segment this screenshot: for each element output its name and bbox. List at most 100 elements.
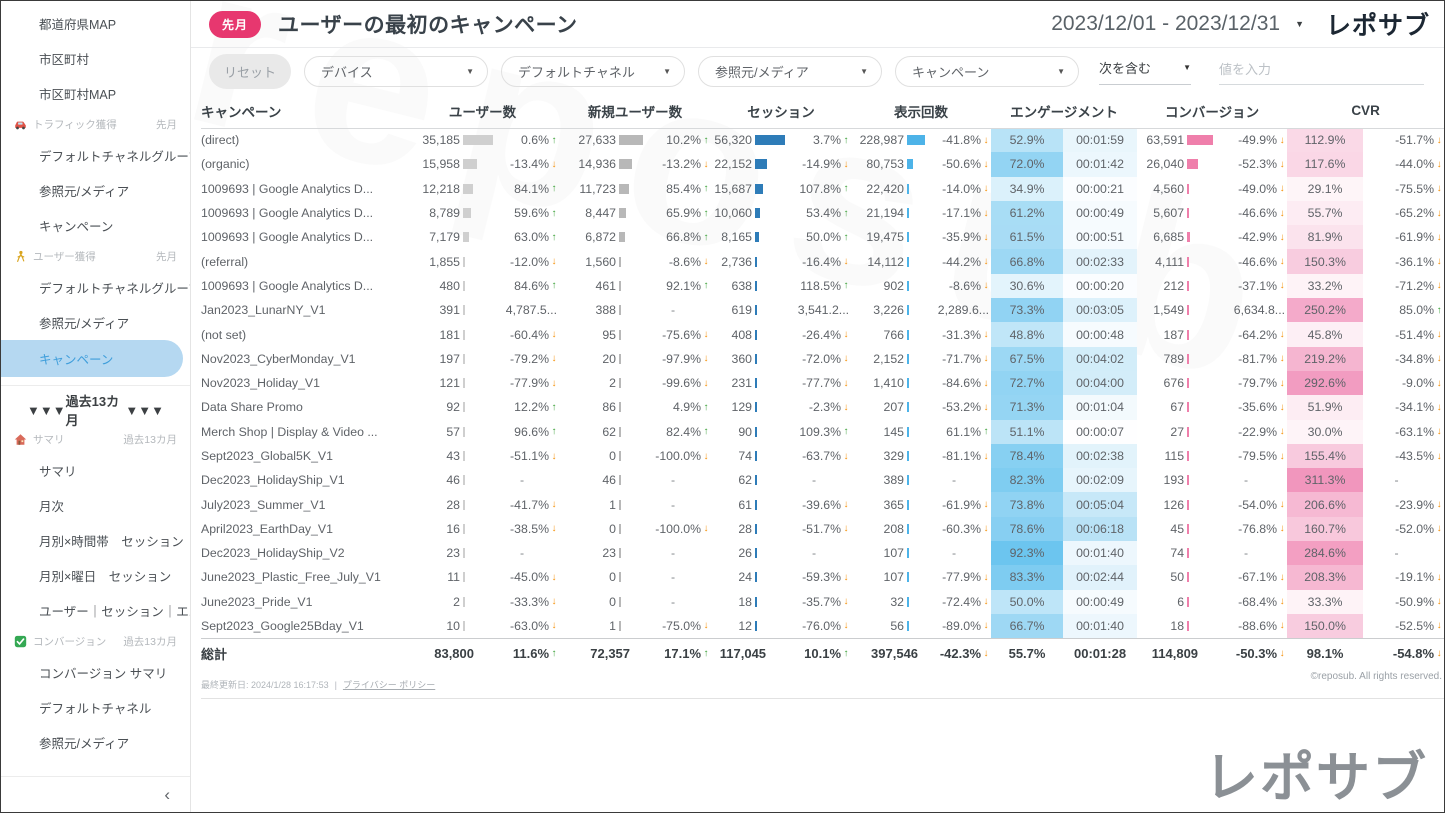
value-cell-views: 389	[851, 468, 931, 492]
col-header-5[interactable]: 表示回数	[851, 94, 992, 129]
filter-dropdown-3[interactable]: 参照元/メディア ▼	[698, 55, 883, 87]
sidebar-item[interactable]: コンバージョン サマリ	[1, 655, 190, 690]
sidebar-item[interactable]: サマリ	[1, 453, 190, 488]
filter-dropdown-1[interactable]: デバイス ▼	[304, 55, 489, 87]
privacy-policy-link[interactable]: プライバシー ポリシー	[342, 680, 436, 691]
filter-value-input[interactable]	[1219, 61, 1424, 85]
metric-value: 63,591	[1146, 133, 1185, 148]
campaign-name: Merch Shop | Display & Video ...	[201, 424, 378, 439]
users-bar	[463, 208, 471, 219]
table-row[interactable]: Data Share Promo 92 12.2% ↑ 86 4.9% ↑ 129 -2.3% ↓…	[201, 395, 1444, 420]
sidebar-item[interactable]: キャンペーン	[1, 208, 190, 243]
change-value: 2,289.6...	[937, 303, 990, 318]
sidebar-item[interactable]: 月別×曜日 セッション	[1, 558, 190, 593]
change-value: -63.7%	[802, 449, 842, 463]
table-row[interactable]: June2023_Pride_V1 2 -33.3% ↓ 0-18 -35.7% ↓ 32 -7…	[201, 589, 1444, 614]
table-row[interactable]: (direct) 35,185 0.6% ↑ 27,633 10.2% ↑ 56,320 3.7…	[201, 128, 1444, 153]
change-value: -51.4%	[1395, 327, 1435, 342]
heat-cell-cvr: 311.3%	[1287, 468, 1364, 493]
metric-value: 1	[609, 497, 617, 512]
metric-value: 74	[738, 449, 753, 463]
arrow-down-icon: ↓	[1436, 134, 1442, 146]
sidebar-item-label: 参照元/メディア	[39, 317, 130, 331]
heat-cell-eng_rate: 72.7%	[991, 370, 1064, 396]
heat-cell-eng_time: 00:06:18	[1063, 516, 1138, 542]
table-row[interactable]: July2023_Summer_V1 28 -41.7% ↓ 1-61 -39.6% ↓ 36…	[201, 492, 1444, 517]
table-row[interactable]: 1009693 | Google Analytics D... 480 84.6% ↑…	[201, 273, 1444, 299]
table-row[interactable]: June2023_Plastic_Free_July_V1 11 -45.0% ↓ 0-…	[201, 565, 1444, 590]
table-row[interactable]: Nov2023_Holiday_V1 121 -77.9% ↓ 2 -99.6% ↓ 231-…	[201, 370, 1444, 396]
sidebar-item[interactable]: 月次	[1, 488, 190, 523]
sidebar-section-car: トラフィック獲得 先月	[1, 111, 190, 138]
conversions-bar	[1187, 159, 1198, 170]
change-value: -46.6%	[1238, 254, 1278, 269]
table-row[interactable]: (not set) 181 -60.4% ↓ 95 -75.6% ↓ 408 -26.4% ↓ 76…	[201, 322, 1444, 347]
table-row[interactable]: Sept2023_Google25Bday_V1 10 -63.0% ↓ 1 -75.0%…	[201, 613, 1444, 639]
change-value: 59.6%	[514, 206, 550, 221]
change-value: -59.3%	[802, 570, 842, 585]
table-row[interactable]: 1009693 | Google Analytics D... 8,789 59.6…	[201, 200, 1444, 226]
value-cell-conversions: 789	[1137, 347, 1219, 371]
sidebar-item[interactable]: デフォルトチャネルグループ	[1, 138, 190, 173]
new_users-bar	[619, 159, 633, 170]
new_users-bar	[619, 548, 621, 559]
col-header-7[interactable]: コンバージョン	[1137, 94, 1288, 129]
col-header-6[interactable]: エンゲージメント	[991, 94, 1138, 129]
table-row[interactable]: Dec2023_HolidayShip_V1 46 - 46 - 62 - 389 - 82.3%…	[201, 468, 1444, 493]
table-row[interactable]: 1009693 | Google Analytics D... 12,218 84.…	[201, 176, 1444, 201]
change-value: 50.0%	[806, 230, 842, 245]
sidebar-item[interactable]: 月別×時間帯 セッション	[1, 523, 190, 558]
metric-value: 57	[446, 424, 460, 439]
filter-dropdown-2[interactable]: デフォルトチャネル ▼	[501, 55, 686, 87]
change-cell-views_chg: 2,289.6...	[931, 298, 991, 322]
triangle-icons: ▼▼▼	[27, 402, 66, 418]
sidebar-item[interactable]: ユーザー｜セッション｜エ...	[1, 593, 190, 628]
sidebar-item[interactable]: 市区町村	[1, 41, 190, 76]
col-header-2[interactable]: ユーザー数	[406, 94, 560, 129]
table-row[interactable]: Sept2023_Global5K_V1 43 -51.1% ↓ 0 -100.0% ↓ 74…	[201, 443, 1444, 469]
change-value: -8.6%	[668, 254, 702, 269]
date-range-picker[interactable]: 2023/12/01 - 2023/12/31 ▼	[1051, 12, 1304, 36]
col-header-4[interactable]: セッション	[711, 94, 852, 129]
reset-button[interactable]: リセット	[209, 53, 292, 89]
car-icon	[14, 118, 27, 131]
change-cell-sessions_chg: 3,541.2...	[791, 298, 851, 322]
sessions-bar	[755, 426, 757, 437]
sidebar-item[interactable]: 都道府県MAP	[1, 6, 190, 41]
sidebar-item[interactable]: デフォルトチャネルグループ	[1, 270, 190, 305]
change-value: -54.0%	[1238, 497, 1278, 512]
table-row[interactable]: Jan2023_LunarNY_V1 391 4,787.5... 388 - 619 3,…	[201, 298, 1444, 323]
change-cell-views_chg: -61.9% ↓	[931, 492, 991, 516]
col-header-1[interactable]: キャンペーン	[201, 94, 406, 129]
table-row[interactable]: Dec2023_HolidayShip_V2 23 - 23 - 26 - 107 - 92.3%…	[201, 541, 1444, 566]
sidebar-item[interactable]: デフォルトチャネル	[1, 690, 190, 725]
metric-value: 365	[883, 497, 905, 512]
table-row[interactable]: (organic) 15,958 -13.4% ↓ 14,936 -13.2% ↓ 22,15…	[201, 152, 1444, 177]
metric-value: 1,549	[1153, 303, 1185, 318]
sidebar-item[interactable]: 参照元/メディア	[1, 173, 190, 208]
table-row[interactable]: (referral) 1,855 -12.0% ↓ 1,560 -8.6% ↓ 2,736 -1…	[201, 249, 1444, 274]
filter-dropdown-4[interactable]: キャンペーン ▼	[895, 55, 1080, 87]
sidebar-item[interactable]: 参照元/メディア	[1, 725, 190, 760]
sidebar-collapse-icon[interactable]: ‹	[164, 785, 170, 804]
col-header-3[interactable]: 新規ユーザー数	[559, 94, 712, 129]
table-row[interactable]: Merch Shop | Display & Video ... 57 96.6% ↑…	[201, 419, 1444, 444]
sessions-bar	[755, 208, 761, 219]
change-cell-cvr_chg: -34.1% ↓	[1363, 395, 1444, 419]
table-row[interactable]: 1009693 | Google Analytics D... 7,179 63.0…	[201, 225, 1444, 250]
change-cell-users_chg: 84.6% ↑	[499, 274, 559, 298]
value-cell-new_users: 23	[559, 541, 649, 565]
table-row[interactable]: April2023_EarthDay_V1 16 -38.5% ↓ 0 -100.0% ↓ 2…	[201, 516, 1444, 542]
col-header-8[interactable]: CVR	[1287, 94, 1444, 129]
change-cell-new_users_chg: 17.1% ↑	[649, 637, 712, 670]
sidebar-item[interactable]: 市区町村MAP	[1, 76, 190, 111]
match-condition-dropdown[interactable]: 次を含む ▼	[1099, 58, 1191, 85]
change-cell-new_users_chg: -	[670, 303, 676, 318]
conversions-bar	[1187, 135, 1214, 146]
change-cell-views_chg: -17.1% ↓	[931, 201, 991, 225]
sidebar-item[interactable]: キャンペーン	[1, 340, 183, 377]
sidebar-item[interactable]: 参照元/メディア	[1, 305, 190, 340]
value-cell-new_users: 1	[559, 614, 649, 638]
table-row[interactable]: Nov2023_CyberMonday_V1 197 -79.2% ↓ 20 -97.9%…	[201, 346, 1444, 371]
sidebar-section-label: トラフィック獲得	[33, 119, 117, 131]
